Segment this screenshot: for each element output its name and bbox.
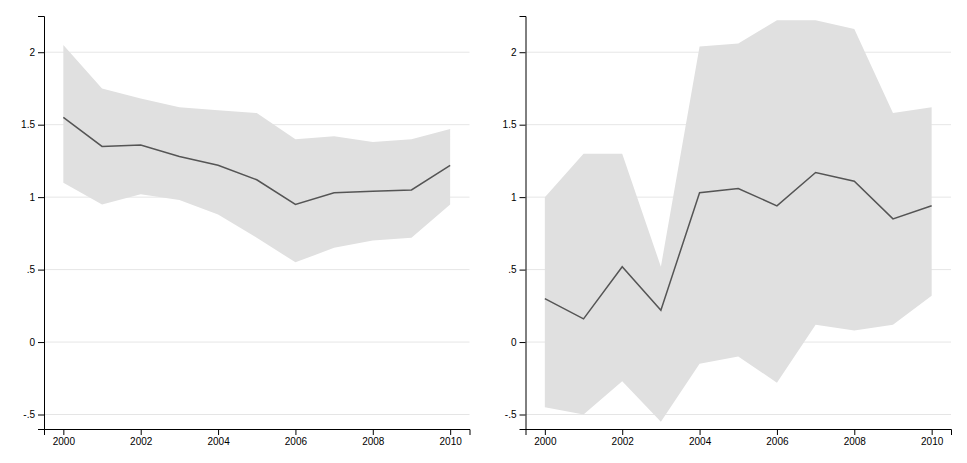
x-tick-mark xyxy=(63,429,64,435)
x-tick: 2006 xyxy=(766,429,789,447)
y-tick-label: 0 xyxy=(511,337,517,348)
x-tick-label: 2006 xyxy=(766,436,789,447)
y-tick-mark xyxy=(520,197,526,198)
x-tick-label: 2000 xyxy=(53,436,76,447)
y-tick-label: 0 xyxy=(29,337,35,348)
y-tick-mark xyxy=(38,342,44,343)
x-tick: 2006 xyxy=(285,429,308,447)
y-axis: -.5 0 .5 1 1.5 2 xyxy=(21,17,44,430)
x-tick-label: 2008 xyxy=(844,436,867,447)
plot-area xyxy=(545,20,932,421)
grid-line-y xyxy=(44,52,470,53)
y-tick-mark xyxy=(520,270,526,271)
grid-line-y xyxy=(44,414,470,415)
x-tick-label: 2002 xyxy=(612,436,635,447)
y-tick-label: -.5 xyxy=(505,409,517,420)
x-tick: 2000 xyxy=(534,429,557,447)
x-tick-label: 2002 xyxy=(130,436,153,447)
y-tick: 2 xyxy=(29,47,44,58)
x-tick-mark xyxy=(373,429,374,435)
y-tick-mark xyxy=(38,197,44,198)
y-tick: 1.5 xyxy=(21,119,44,130)
y-axis: -.5 0 .5 1 1.5 2 xyxy=(503,17,526,430)
x-tick: 2004 xyxy=(689,429,712,447)
y-tick-mark xyxy=(520,52,526,53)
y-tick-mark xyxy=(520,415,526,416)
background xyxy=(0,0,967,463)
y-axis-line xyxy=(38,17,45,430)
x-tick-label: 2008 xyxy=(362,436,385,447)
y-tick-mark xyxy=(38,415,44,416)
y-tick: 0 xyxy=(29,337,44,348)
y-tick-label: .5 xyxy=(27,264,36,275)
y-tick: 1 xyxy=(511,192,526,203)
y-tick: 1 xyxy=(29,192,44,203)
chart-svg: 200020022004200620082010-.50.511.5220002… xyxy=(0,0,967,463)
x-tick-label: 2010 xyxy=(440,436,463,447)
y-tick: 0 xyxy=(511,337,526,348)
grid-line-y xyxy=(526,414,952,415)
x-tick-mark xyxy=(450,429,451,435)
band-area xyxy=(545,20,932,421)
series-line xyxy=(545,173,932,319)
x-tick-mark xyxy=(777,429,778,435)
y-tick-mark xyxy=(38,270,44,271)
x-tick-label: 2006 xyxy=(285,436,308,447)
x-tick-label: 2000 xyxy=(534,436,557,447)
x-tick: 2002 xyxy=(130,429,153,447)
x-tick-mark xyxy=(545,429,546,435)
x-axis-line xyxy=(526,430,952,436)
x-tick-label: 2010 xyxy=(921,436,944,447)
x-tick: 2008 xyxy=(362,429,385,447)
x-axis-line xyxy=(45,430,471,436)
panel: 2000 2002 2004 2006 2008 2010 -.5 0 .5 1 1.5 2 xyxy=(503,17,952,448)
y-tick-label: -.5 xyxy=(23,409,35,420)
y-tick-mark xyxy=(38,125,44,126)
x-tick: 2008 xyxy=(844,429,867,447)
x-tick: 2004 xyxy=(207,429,230,447)
grid-line-y xyxy=(44,342,470,343)
y-tick-mark xyxy=(38,52,44,53)
x-tick-mark xyxy=(218,429,219,435)
x-tick: 2010 xyxy=(921,429,944,447)
y-tick: 2 xyxy=(511,47,526,58)
y-tick-label: 1.5 xyxy=(503,119,517,130)
y-tick: -.5 xyxy=(505,409,526,420)
y-tick: .5 xyxy=(508,264,525,275)
series-line xyxy=(63,117,450,204)
x-tick-mark xyxy=(622,429,623,435)
x-tick: 2002 xyxy=(612,429,635,447)
x-tick-mark xyxy=(932,429,933,435)
x-tick-mark xyxy=(141,429,142,435)
x-tick-label: 2004 xyxy=(689,436,712,447)
y-tick-mark xyxy=(520,125,526,126)
y-axis-line xyxy=(520,17,527,430)
x-tick-mark xyxy=(854,429,855,435)
x-tick-mark xyxy=(295,429,296,435)
y-tick: -.5 xyxy=(23,409,44,420)
x-axis: 2000 2002 2004 2006 2008 2010 xyxy=(526,429,952,447)
x-tick-label: 2004 xyxy=(207,436,230,447)
y-tick-label: 1 xyxy=(511,192,517,203)
band-area xyxy=(63,45,450,262)
y-tick: .5 xyxy=(27,264,44,275)
panel: 2000 2002 2004 2006 2008 2010 -.5 0 .5 1 1.5 2 xyxy=(21,17,470,448)
x-tick: 2000 xyxy=(53,429,76,447)
y-tick-label: 1.5 xyxy=(21,119,35,130)
x-axis: 2000 2002 2004 2006 2008 2010 xyxy=(45,429,471,447)
y-tick-mark xyxy=(520,342,526,343)
y-tick: 1.5 xyxy=(503,119,526,130)
y-tick-label: 2 xyxy=(29,47,35,58)
y-tick-label: .5 xyxy=(508,264,517,275)
grid-line-y xyxy=(44,269,470,270)
y-tick-label: 2 xyxy=(511,47,517,58)
x-tick: 2010 xyxy=(440,429,463,447)
y-tick-label: 1 xyxy=(29,192,35,203)
x-tick-mark xyxy=(700,429,701,435)
plot-area xyxy=(63,45,450,262)
